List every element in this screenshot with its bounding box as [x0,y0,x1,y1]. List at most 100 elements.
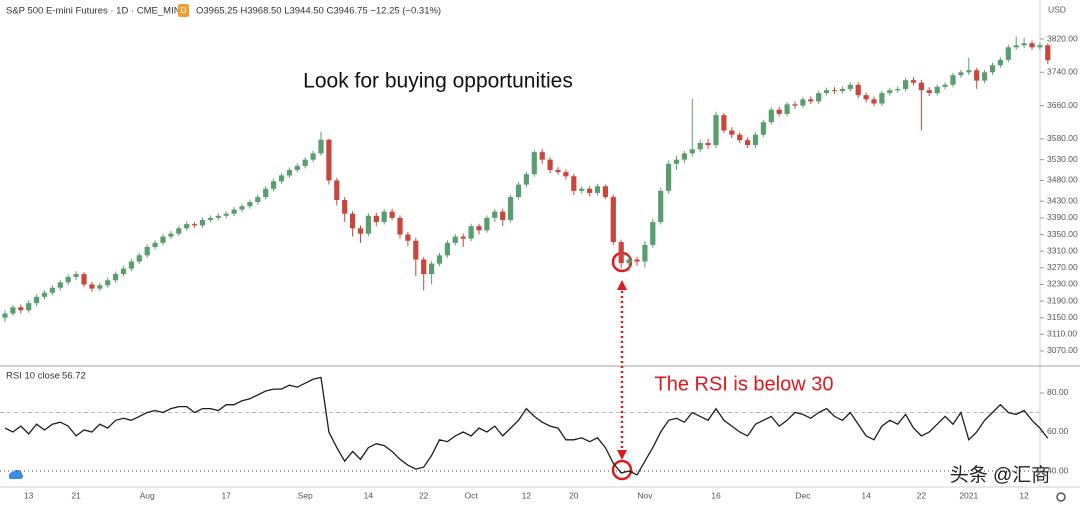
candle-body [839,88,845,92]
candle-body [966,70,972,73]
candle-body [373,215,379,223]
candle-body [350,213,356,229]
candle-body [18,307,24,311]
candle-body [508,197,514,220]
candle-body [926,90,932,94]
x-tick-label: 22 [419,490,429,500]
candle-body [97,285,103,289]
candle-body [231,209,237,214]
candle-body [105,280,111,286]
candle-body [57,282,63,288]
x-tick-label: 14 [861,490,871,500]
candle-body [192,224,198,226]
candle-body [650,222,656,245]
candle-body [523,174,529,185]
y-tick-label: 3070.00 [1047,345,1078,355]
candle-body [808,99,814,102]
candle-body [397,217,403,235]
x-tick-label: 20 [569,490,579,500]
candle-body [421,259,427,275]
candle-body [168,233,174,237]
candle-body [942,84,948,87]
candle-body [626,259,632,264]
candle-body [365,215,371,234]
x-tick-label: 21 [71,490,81,500]
cloud-icon[interactable] [8,469,23,479]
x-tick-label: Aug [140,490,155,500]
candle-body [555,170,561,173]
candle-body [10,307,16,314]
candle-body [49,287,55,293]
candle-body [950,75,956,85]
x-tick-label: 12 [1019,490,1029,500]
candle-body [697,143,703,150]
candle-body [1045,45,1051,61]
candle-body [776,109,782,114]
candle-body [705,143,711,146]
candle-body [357,228,364,234]
chart-title: S&P 500 E-mini Futures · 1D · CME_MINI [6,6,183,17]
candle-body [673,159,680,164]
candle-body [215,215,221,218]
x-tick-label: 17 [221,490,231,500]
candle-body [713,115,719,146]
candle-body [89,284,95,289]
candle-body [113,274,119,281]
candle-body [752,134,759,146]
y-tick-label: 3820.00 [1047,33,1078,43]
badge [178,4,189,17]
y-tick-label: 3110.00 [1047,329,1077,339]
candle-body [302,159,308,166]
candle-body [152,242,158,247]
candle-body [515,184,522,198]
y-tick-label: 3190.00 [1047,295,1078,305]
x-tick-label: Nov [637,490,653,500]
candle-body [768,109,774,123]
candle-body [223,213,229,216]
candle-body [1021,43,1027,46]
candle-body [745,140,751,146]
candle-body [602,186,608,198]
candle-body [958,72,964,76]
arrow-head [617,280,627,290]
candle-body [468,226,474,239]
candle-body [563,172,569,177]
candle-body [255,197,261,203]
candle-body [594,186,601,193]
candle-body [539,152,545,160]
candle-body [689,149,695,154]
candle-body [721,115,727,131]
candle-body [816,93,822,102]
candle-body [737,134,743,141]
candle-body [500,211,506,220]
candle-body [934,86,940,94]
candle-body [342,199,348,214]
candle-body [160,236,166,243]
candle-body [484,217,490,231]
y-tick-label: 3150.00 [1047,312,1078,322]
y-tick-label: 80.00 [1047,387,1069,397]
candle-body [144,246,150,256]
candle-body [436,255,443,264]
x-tick-label: Sep [298,490,313,500]
candle-body [492,211,498,218]
candle-body [334,180,340,200]
candle-body [760,122,766,135]
candle-body [278,175,285,182]
interval-badge: D [181,6,187,15]
candle-body [326,139,332,181]
candle-body [879,93,885,104]
settings-icon[interactable] [1056,492,1066,502]
candle-body [855,84,861,96]
y-tick-label: 40.00 [1047,465,1069,475]
candle-body [634,259,640,262]
y-tick-label: 3230.00 [1047,279,1078,289]
y-tick-label: 3310.00 [1047,245,1078,255]
candle-body [658,190,664,223]
candle-body [444,242,450,256]
candle-body [989,65,996,73]
y-tick-label: 60.00 [1047,426,1069,436]
candle-body [547,159,553,171]
candle-body [800,99,806,106]
candle-body [871,99,877,104]
